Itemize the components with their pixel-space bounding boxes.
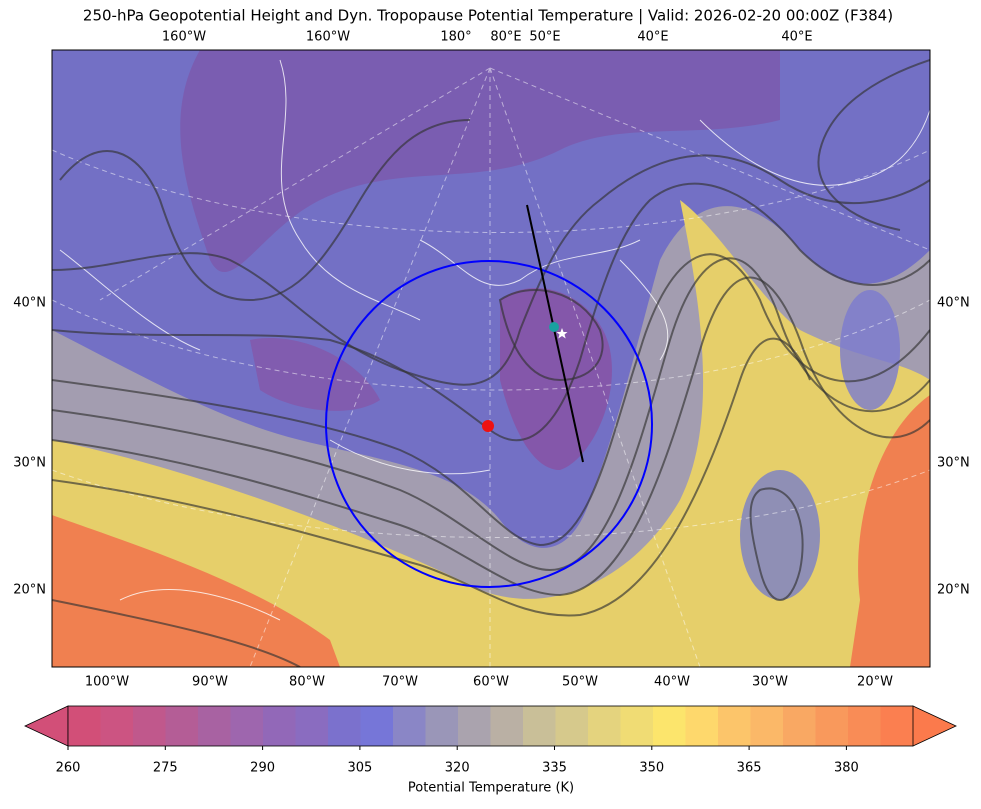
bottom-axis-label: 40°W	[654, 675, 690, 690]
bottom-axis-label: 100°W	[85, 675, 129, 690]
colorbar-segment	[425, 706, 459, 746]
top-axis-label: 40°E	[637, 30, 668, 45]
coastline	[59, 59, 930, 621]
colorbar-segment	[198, 706, 231, 746]
tropical-region	[52, 515, 340, 667]
colorbar-segment	[165, 706, 199, 746]
right-axis-label: 40°N	[937, 296, 970, 311]
top-axis-label: 160°W	[162, 30, 206, 45]
colorbar-segment	[490, 706, 524, 746]
colorbar-frame	[67, 705, 914, 747]
colorbar-tick-label: 290	[250, 761, 275, 776]
colorbar-tick-label: 335	[542, 761, 567, 776]
colorbar-segment	[588, 706, 621, 746]
bottom-axis-label: 30°W	[752, 675, 788, 690]
search-radius	[325, 260, 653, 588]
colorbar-segment	[783, 706, 816, 746]
colorbar-segment	[685, 706, 719, 746]
bottom-axis-label: 60°W	[473, 675, 509, 690]
colorbar-segment	[653, 706, 686, 746]
height-contours	[52, 59, 930, 667]
cross-section-line	[526, 204, 584, 463]
top-axis-label: 180°	[440, 30, 471, 45]
colorbar-segment	[328, 706, 361, 746]
bottom-axis-label: 80°W	[289, 675, 325, 690]
colorbar-tick-label: 305	[347, 761, 372, 776]
tropical-region	[850, 395, 930, 667]
bottom-axis-label: 70°W	[382, 675, 418, 690]
colorbar-segment	[68, 706, 101, 746]
star-marker	[556, 328, 568, 339]
top-axis-label: 80°E	[490, 30, 521, 45]
colorbar-segment	[133, 706, 166, 746]
colorbar-tick-label: 260	[56, 761, 81, 776]
polar-vortex	[180, 50, 780, 273]
feature-marker	[549, 322, 559, 332]
location-marker	[482, 420, 494, 432]
bottom-axis-label: 50°W	[562, 675, 598, 690]
colorbar-segment	[295, 706, 329, 746]
colorbar-extend-high	[912, 705, 957, 747]
top-axis-label: 160°W	[306, 30, 350, 45]
top-axis-label: 50°E	[529, 30, 560, 45]
colorbar-segment	[620, 706, 654, 746]
trough-east	[840, 290, 900, 410]
colorbar-segment	[848, 706, 881, 746]
colorbar-tick-label: 365	[737, 761, 762, 776]
top-axis-label: 40°E	[781, 30, 812, 45]
colorbar-segment	[718, 706, 751, 746]
right-axis-label: 30°N	[937, 456, 970, 471]
colorbar-segment	[815, 706, 849, 746]
colorbar-segment	[880, 706, 914, 746]
cutoff-core	[250, 338, 380, 411]
title: 250-hPa Geopotential Height and Dyn. Tro…	[83, 7, 893, 25]
colorbar: 260 275 290 305 320 335 350 365 380	[24, 705, 957, 776]
left-axis-label: 20°N	[13, 583, 46, 598]
map	[52, 50, 930, 667]
left-axis-label: 40°N	[13, 296, 46, 311]
colorbar-extend-low	[24, 705, 69, 747]
right-axis-label: 20°N	[937, 583, 970, 598]
colorbar-segment	[393, 706, 426, 746]
colorbar-segment	[230, 706, 264, 746]
colorbar-segment	[750, 706, 784, 746]
colorbar-segment	[360, 706, 394, 746]
colorbar-segment	[458, 706, 491, 746]
bottom-axis-label: 90°W	[192, 675, 228, 690]
colorbar-segment	[523, 706, 556, 746]
left-axis-label: 30°N	[13, 456, 46, 471]
high-theta-region	[52, 200, 930, 667]
bottom-axis-label: 20°W	[857, 675, 893, 690]
colorbar-tick-label: 320	[445, 761, 470, 776]
map-frame	[51, 49, 931, 668]
colorbar-label: Potential Temperature (K)	[408, 781, 574, 796]
colorbar-segment	[555, 706, 589, 746]
colorbar-tick-label: 350	[639, 761, 664, 776]
colorbar-tick-label: 275	[153, 761, 178, 776]
colorbar-segment	[263, 706, 296, 746]
colorbar-segment	[100, 706, 134, 746]
colorbar-tick-label: 380	[834, 761, 859, 776]
